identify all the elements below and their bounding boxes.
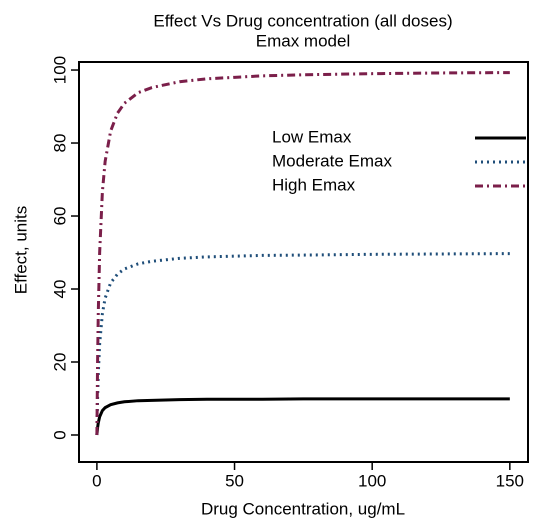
y-tick-label: 60 xyxy=(50,207,69,226)
plot-frame xyxy=(78,61,529,463)
x-tick-label: 0 xyxy=(92,471,101,490)
series-line xyxy=(95,71,510,436)
x-axis-label: Drug Concentration, ug/mL xyxy=(201,499,405,518)
chart-subtitle: Emax model xyxy=(256,31,350,50)
x-tick-label: 50 xyxy=(225,471,244,490)
chart-title: Effect Vs Drug concentration (all doses) xyxy=(153,11,452,30)
series-line xyxy=(95,397,510,436)
y-axis-label: Effect, units xyxy=(11,206,30,295)
y-tick-label: 40 xyxy=(50,280,69,299)
y-tick-label: 20 xyxy=(50,353,69,372)
legend-label: High Emax xyxy=(272,175,356,194)
x-tick-label: 150 xyxy=(496,471,524,490)
x-tick-label: 100 xyxy=(358,471,386,490)
y-tick-label: 80 xyxy=(50,134,69,153)
y-tick-label: 100 xyxy=(50,56,69,84)
series-line xyxy=(95,252,510,436)
legend-label: Low Emax xyxy=(272,127,352,146)
legend-label: Moderate Emax xyxy=(272,151,392,170)
y-tick-label: 0 xyxy=(50,430,69,439)
